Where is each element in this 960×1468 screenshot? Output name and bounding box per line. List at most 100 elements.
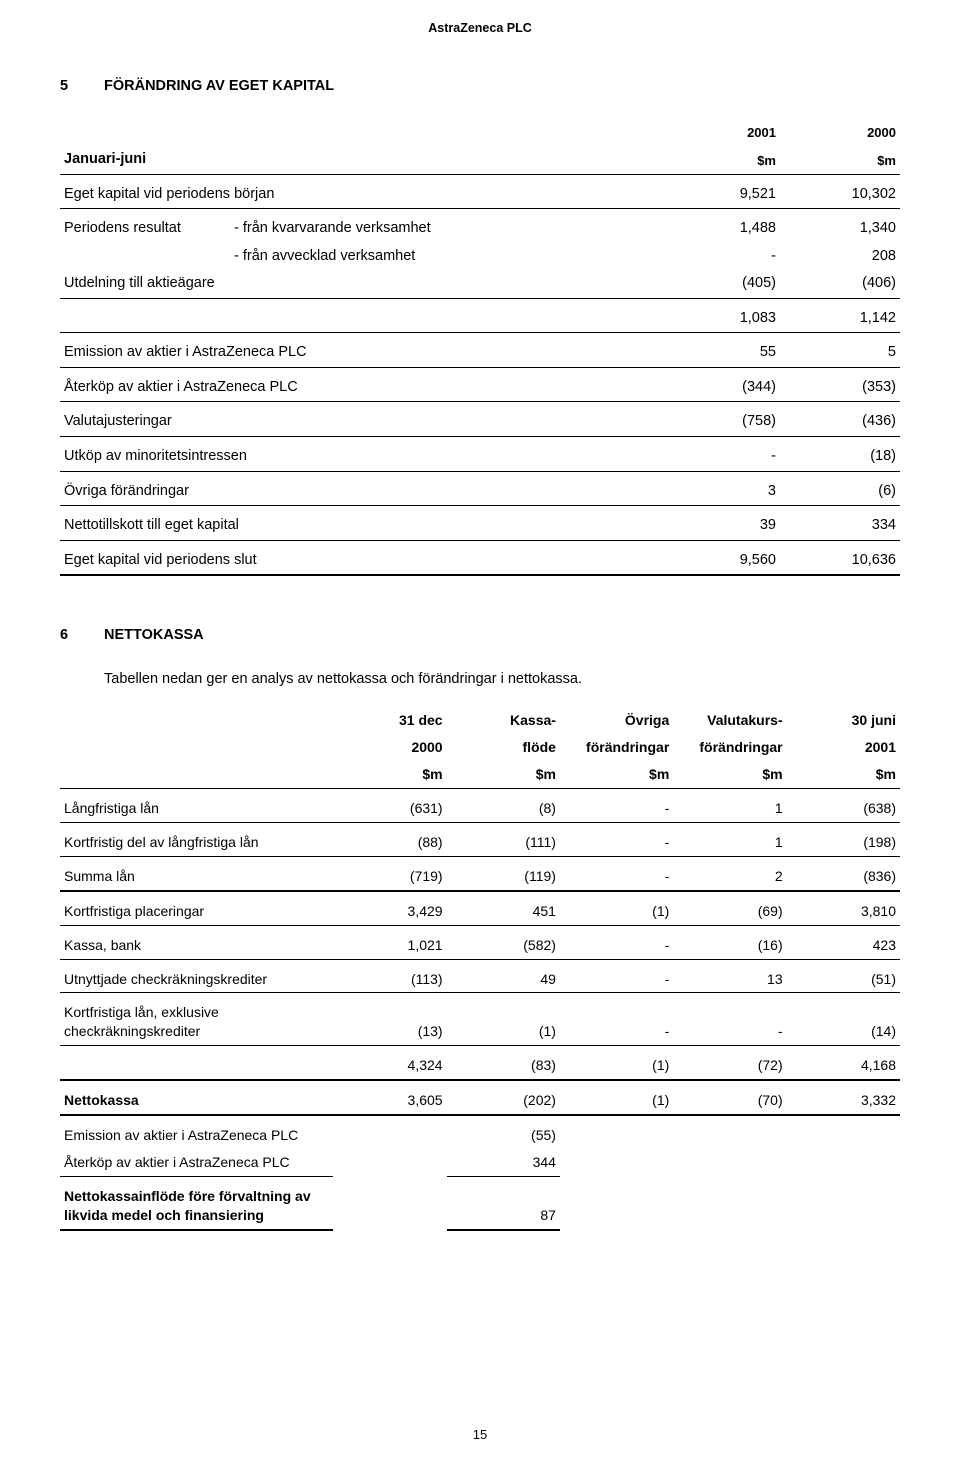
- cell: (18): [780, 443, 900, 471]
- col-h: Valutakurs-: [673, 707, 786, 734]
- cell: (1): [447, 999, 560, 1045]
- row-shortterm-portion-label: Kortfristig del av långfristiga lån: [60, 829, 333, 856]
- cell: 344: [447, 1149, 560, 1176]
- cell: (119): [447, 863, 560, 891]
- cell: 3,605: [333, 1087, 446, 1115]
- row-other-changes-label: Övriga förändringar: [60, 478, 660, 506]
- col-unit: $m: [333, 761, 446, 788]
- cell: (405): [660, 270, 780, 298]
- cell: -: [660, 443, 780, 471]
- row-total-loans-label: Summa lån: [60, 863, 333, 891]
- section5-title: FÖRÄNDRING AV EGET KAPITAL: [104, 77, 334, 97]
- col-h2: förändringar: [560, 734, 673, 761]
- cell: (406): [780, 270, 900, 298]
- row-buyback-label: Återköp av aktier i AstraZeneca PLC: [60, 374, 660, 402]
- cell: 1: [673, 829, 786, 856]
- page-number: 15: [0, 1426, 960, 1444]
- col-h2: 2001: [787, 734, 900, 761]
- row-minority-label: Utköp av minoritetsintressen: [60, 443, 660, 471]
- cell: 2: [673, 863, 786, 891]
- section5-number: 5: [60, 77, 80, 97]
- cell: (436): [780, 408, 900, 436]
- cell: (69): [673, 898, 786, 925]
- col-unit-2: $m: [780, 146, 900, 174]
- cell: 13: [673, 966, 786, 993]
- cell: 39: [660, 512, 780, 540]
- row-cash-bank-label: Kassa, bank: [60, 932, 333, 959]
- row-short-loans-excl-label: Kortfristiga lån, exklusive checkräkning…: [60, 999, 333, 1045]
- cell: 87: [447, 1183, 560, 1230]
- col-h2: 2000: [333, 734, 446, 761]
- row-net-contrib-label: Nettotillskott till eget kapital: [60, 512, 660, 540]
- row-discontinued-label: - från avvecklad verksamhet: [230, 243, 660, 271]
- cell: (113): [333, 966, 446, 993]
- section5-heading: 5 FÖRÄNDRING AV EGET KAPITAL: [60, 77, 900, 97]
- row-opening-equity-label: Eget kapital vid periodens början: [60, 181, 660, 209]
- cell: 3: [660, 478, 780, 506]
- cell-subtotal: 1,083: [660, 305, 780, 333]
- cell-subtotal: (72): [673, 1052, 786, 1080]
- cell: 10,636: [780, 547, 900, 576]
- cell: (582): [447, 932, 560, 959]
- cell: (198): [787, 829, 900, 856]
- row-emission-label: Emission av aktier i AstraZeneca PLC: [60, 1122, 333, 1149]
- col-unit: $m: [787, 761, 900, 788]
- cell: (836): [787, 863, 900, 891]
- row-longterm-loans-label: Långfristiga lån: [60, 795, 333, 822]
- cell: 3,810: [787, 898, 900, 925]
- row-dividends-label: Utdelning till aktieägare: [60, 270, 660, 298]
- cell: 208: [780, 243, 900, 271]
- cell: -: [660, 243, 780, 271]
- cell: 55: [660, 339, 780, 367]
- cell: (51): [787, 966, 900, 993]
- cell: (16): [673, 932, 786, 959]
- cell: 3,332: [787, 1087, 900, 1115]
- row-period-result-label: Periodens resultat: [60, 215, 230, 243]
- col-h2: flöde: [447, 734, 560, 761]
- row-fx-label: Valutajusteringar: [60, 408, 660, 436]
- cell: (55): [447, 1122, 560, 1149]
- cell: -: [560, 999, 673, 1045]
- cell: (344): [660, 374, 780, 402]
- col-unit: $m: [560, 761, 673, 788]
- section6-number: 6: [60, 626, 80, 646]
- cell-subtotal: 1,142: [780, 305, 900, 333]
- cell: (638): [787, 795, 900, 822]
- col-h: 30 juni: [787, 707, 900, 734]
- cell: -: [560, 966, 673, 993]
- row-buyback-label: Återköp av aktier i AstraZeneca PLC: [60, 1149, 333, 1176]
- cell: 1,021: [333, 932, 446, 959]
- cell-subtotal: (1): [560, 1052, 673, 1080]
- cell: (88): [333, 829, 446, 856]
- row-continuing-label: - från kvarvarande verksamhet: [230, 215, 660, 243]
- cell: (202): [447, 1087, 560, 1115]
- page-root: AstraZeneca PLC 5 FÖRÄNDRING AV EGET KAP…: [0, 0, 960, 1468]
- cell: (1): [560, 1087, 673, 1115]
- cell: 10,302: [780, 181, 900, 209]
- cell: (14): [787, 999, 900, 1045]
- section6-title: NETTOKASSA: [104, 626, 204, 646]
- table-net-cash: 31 dec Kassa- Övriga Valutakurs- 30 juni…: [60, 707, 900, 1230]
- cell: (13): [333, 999, 446, 1045]
- cell: (1): [560, 898, 673, 925]
- cell: (719): [333, 863, 446, 891]
- col-h: Övriga: [560, 707, 673, 734]
- cell: 423: [787, 932, 900, 959]
- cell: (758): [660, 408, 780, 436]
- col-year-2001: 2001: [660, 120, 780, 146]
- col-h: Kassa-: [447, 707, 560, 734]
- cell: (631): [333, 795, 446, 822]
- cell: 334: [780, 512, 900, 540]
- col-year-2000: 2000: [780, 120, 900, 146]
- cell: 9,521: [660, 181, 780, 209]
- row-net-cashflow-before-label: Nettokassainflöde före förvaltning av li…: [60, 1183, 333, 1230]
- col-unit-1: $m: [660, 146, 780, 174]
- row-emission-label: Emission av aktier i AstraZeneca PLC: [60, 339, 660, 367]
- cell: -: [560, 795, 673, 822]
- cell: 451: [447, 898, 560, 925]
- cell: -: [673, 999, 786, 1045]
- cell: (6): [780, 478, 900, 506]
- cell: (111): [447, 829, 560, 856]
- cell: 1: [673, 795, 786, 822]
- cell: 5: [780, 339, 900, 367]
